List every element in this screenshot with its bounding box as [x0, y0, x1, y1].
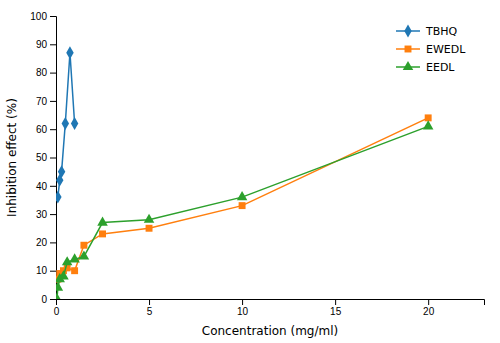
y-tick: 20 — [36, 237, 56, 248]
y-tick: 80 — [36, 67, 56, 78]
data-point — [237, 191, 248, 200]
y-tick-label: 20 — [36, 237, 48, 248]
x-tick-mark — [149, 299, 150, 305]
data-point — [71, 117, 78, 130]
y-tick-mark — [50, 299, 56, 300]
y-tick-label: 10 — [36, 265, 48, 276]
x-axis-line — [57, 300, 485, 306]
data-point — [58, 165, 65, 178]
plot-area: 0 5 10 15 20 0 10 20 30 40 50 60 70 80 90 100 TBHQ EWEDL E… — [30, 11, 484, 317]
legend-label: EEDL — [426, 61, 455, 74]
y-tick-label: 70 — [36, 96, 48, 107]
series — [56, 114, 432, 282]
y-tick: 50 — [36, 152, 56, 163]
series — [56, 120, 433, 299]
x-tick: 15 — [330, 299, 342, 317]
y-tick: 30 — [36, 209, 56, 220]
x-tick: 20 — [423, 299, 435, 317]
y-tick-label: 60 — [36, 124, 48, 135]
x-tick-label: 20 — [423, 306, 435, 317]
legend-item: EEDL — [396, 61, 455, 74]
legend: TBHQ EWEDL EEDL — [396, 25, 466, 74]
x-tick: 0 — [54, 299, 60, 317]
x-tick: 5 — [147, 299, 153, 317]
data-point — [71, 267, 78, 274]
x-tick-label: 0 — [54, 306, 60, 317]
y-tick-label: 40 — [36, 181, 48, 192]
y-axis-title: Inhibition effect (%) — [5, 98, 19, 217]
legend-item: TBHQ — [396, 25, 458, 38]
data-point — [146, 225, 153, 232]
x-tick-label: 5 — [147, 306, 153, 317]
x-tick-mark — [335, 299, 336, 305]
x-tick-label: 10 — [237, 306, 249, 317]
y-tick-label: 30 — [36, 209, 48, 220]
y-tick: 0 — [41, 294, 56, 305]
y-tick-mark — [50, 44, 56, 45]
x-axis-title: Concentration (mg/ml) — [202, 324, 338, 338]
legend-label: TBHQ — [425, 25, 458, 38]
legend-marker — [405, 46, 412, 53]
data-point — [62, 117, 69, 130]
chart: 0 5 10 15 20 0 10 20 30 40 50 60 70 80 90 100 TBHQ EWEDL E… — [0, 0, 500, 343]
data-point — [66, 46, 73, 59]
series-line — [57, 126, 428, 299]
legend-marker — [404, 25, 411, 38]
y-tick-mark — [50, 16, 56, 17]
data-point — [79, 250, 90, 259]
legend-marker — [403, 61, 414, 70]
y-tick-label: 80 — [36, 67, 48, 78]
y-tick-label: 50 — [36, 152, 48, 163]
data-point — [58, 270, 69, 279]
x-axis: 0 5 10 15 20 — [54, 299, 485, 317]
y-axis-line — [50, 17, 57, 300]
series-group — [56, 46, 433, 299]
x-tick-label: 15 — [330, 306, 342, 317]
y-tick-mark — [50, 73, 56, 74]
data-point — [56, 293, 62, 299]
data-point — [80, 242, 87, 249]
series-line — [58, 118, 428, 279]
data-point — [423, 120, 434, 129]
y-tick: 100 — [30, 11, 56, 22]
y-axis: 0 10 20 30 40 50 60 70 80 90 100 — [30, 11, 56, 305]
legend-label: EWEDL — [426, 43, 466, 56]
y-tick-mark — [50, 129, 56, 130]
y-tick: 90 — [36, 39, 56, 50]
y-tick-label: 90 — [36, 39, 48, 50]
y-tick-mark — [50, 158, 56, 159]
data-point — [97, 217, 108, 226]
data-point — [144, 214, 155, 223]
y-tick-mark — [50, 186, 56, 187]
y-tick-mark — [50, 242, 56, 243]
y-tick-mark — [50, 101, 56, 102]
y-tick: 10 — [36, 265, 56, 276]
legend-item: EWEDL — [396, 43, 466, 56]
y-tick-label: 100 — [30, 11, 47, 22]
data-point — [56, 282, 63, 291]
x-tick-mark — [428, 299, 429, 305]
data-point — [56, 191, 62, 204]
y-tick: 40 — [36, 181, 56, 192]
x-tick: 10 — [237, 299, 249, 317]
data-point — [99, 230, 106, 237]
data-point — [69, 253, 80, 262]
series — [56, 46, 78, 203]
x-tick-mark — [242, 299, 243, 305]
y-tick: 60 — [36, 124, 56, 135]
y-tick-mark — [50, 271, 56, 272]
data-point — [239, 202, 246, 209]
y-tick: 70 — [36, 96, 56, 107]
y-tick-label: 0 — [41, 294, 47, 305]
y-tick-mark — [50, 214, 56, 215]
